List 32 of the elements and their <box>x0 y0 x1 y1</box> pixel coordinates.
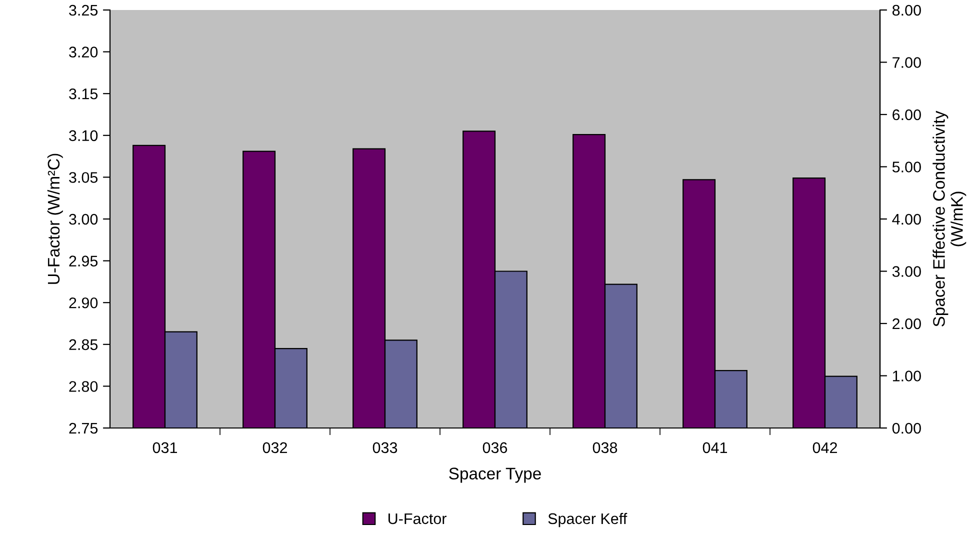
y-tick-label: 3.05 <box>69 172 98 183</box>
y2-tick-label: 3.00 <box>892 266 921 277</box>
x-tick-label: 038 <box>592 442 618 454</box>
y2-tick-label: 2.00 <box>892 318 921 330</box>
y-tick-label: 3.20 <box>69 46 98 58</box>
y-tick-label: 3.15 <box>69 88 98 100</box>
y2-tick-label: 6.00 <box>892 109 921 120</box>
y-tick-label: 2.75 <box>69 422 98 434</box>
y-tick-label: 3.10 <box>69 130 98 142</box>
y-axis-title: U-Factor (W/m²C) <box>47 154 63 284</box>
y2-tick-label: 7.00 <box>892 57 921 68</box>
x-tick-label: 032 <box>262 442 287 454</box>
x-tick-label: 031 <box>152 442 177 454</box>
x-tick-label: 042 <box>812 442 837 454</box>
y2-axis-title: Spacer Effective Conductivity (W/mK) <box>932 110 966 326</box>
x-axis-title: Spacer Type <box>449 468 541 483</box>
y-tick-label: 3.00 <box>69 214 98 225</box>
y-tick-label: 2.80 <box>69 381 98 392</box>
y2-tick-label: 5.00 <box>892 162 921 172</box>
y2-tick-label: 0.00 <box>892 422 921 434</box>
y-tick-label: 3.25 <box>69 4 98 16</box>
x-tick-label: 036 <box>482 442 508 454</box>
legend-label: Spacer Keff <box>548 512 628 528</box>
y2-tick-label: 8.00 <box>892 4 921 16</box>
y-tick-label: 2.85 <box>69 339 98 350</box>
legend-label: U-Factor <box>388 513 446 524</box>
x-tick-label: 033 <box>372 442 398 454</box>
x-tick-label: 041 <box>702 442 727 454</box>
y-tick-label: 2.95 <box>69 256 98 266</box>
y2-tick-label: 4.00 <box>892 214 921 225</box>
y2-tick-label: 1.00 <box>892 370 921 382</box>
y-tick-label: 2.90 <box>69 297 98 308</box>
